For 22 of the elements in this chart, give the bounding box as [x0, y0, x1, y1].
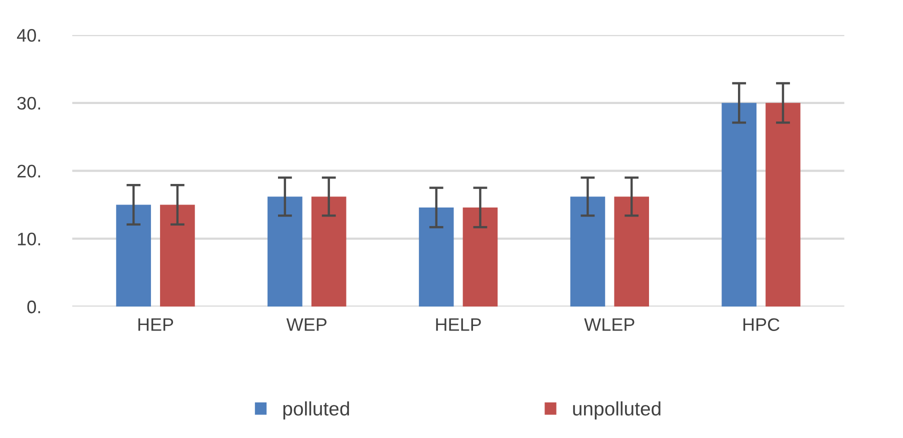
y-tick-label: 0.	[27, 300, 40, 314]
bar	[268, 196, 302, 307]
bar	[418, 207, 454, 307]
bar	[614, 196, 650, 307]
bar	[116, 204, 151, 307]
x-tick-label: WEP	[286, 318, 326, 331]
bar	[462, 207, 498, 307]
x-tick-label: HELP	[436, 318, 481, 331]
bar	[160, 204, 195, 307]
x-tick-label: HEP	[138, 318, 174, 331]
y-tick-label: 30.	[17, 96, 40, 110]
bar	[570, 196, 606, 307]
y-tick-label: 20.	[17, 164, 40, 178]
bar	[722, 102, 756, 307]
bar	[311, 196, 346, 307]
y-tick-label: 40.	[17, 28, 40, 42]
bar	[766, 102, 800, 307]
x-tick-label: HPC	[743, 318, 780, 331]
legend-label: unpolluted	[573, 401, 660, 420]
legend-label: polluted	[283, 401, 349, 420]
y-tick-label: 10.	[18, 232, 40, 246]
x-tick-label: WLEP	[584, 318, 634, 331]
